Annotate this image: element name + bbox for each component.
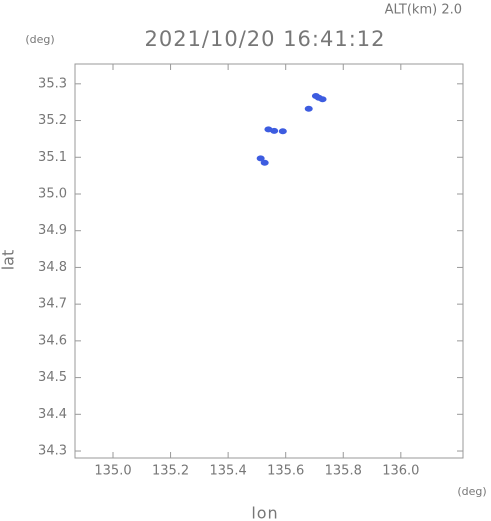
x-tick-label: 135.2 — [152, 464, 189, 479]
y-tick-label: 35.3 — [38, 76, 67, 91]
point — [318, 96, 327, 103]
y-tick-label: 35.1 — [38, 150, 67, 165]
y-unit: (deg) — [25, 33, 54, 46]
y-tick-label: 34.7 — [38, 297, 67, 312]
plot-frame — [74, 63, 464, 459]
x-unit: (deg) — [457, 485, 486, 498]
point — [278, 128, 287, 135]
x-tick-label: 135.0 — [94, 464, 131, 479]
y-tick-label: 34.3 — [38, 444, 67, 459]
x-tick-label: 136.0 — [382, 464, 419, 479]
x-axis-label: lon — [251, 504, 278, 521]
point — [256, 155, 265, 162]
x-tick-label: 135.6 — [267, 464, 304, 479]
y-tick-label: 34.4 — [38, 407, 67, 422]
y-tick-label: 34.8 — [38, 260, 67, 275]
y-tick-label: 34.6 — [38, 333, 67, 348]
subtitle: ALT(km) 2.0 — [385, 3, 462, 18]
point — [304, 105, 313, 112]
chart-title: 2021/10/20 16:41:12 — [144, 27, 385, 51]
y-tick-label: 35.0 — [38, 186, 67, 201]
y-axis-label: lat — [0, 250, 18, 271]
y-tick-label: 35.2 — [38, 113, 67, 128]
y-tick-label: 34.9 — [38, 223, 67, 238]
x-tick-label: 135.4 — [210, 464, 247, 479]
point — [260, 159, 269, 166]
point — [270, 127, 279, 134]
x-tick-label: 135.8 — [325, 464, 362, 479]
y-tick-label: 34.5 — [38, 370, 67, 385]
